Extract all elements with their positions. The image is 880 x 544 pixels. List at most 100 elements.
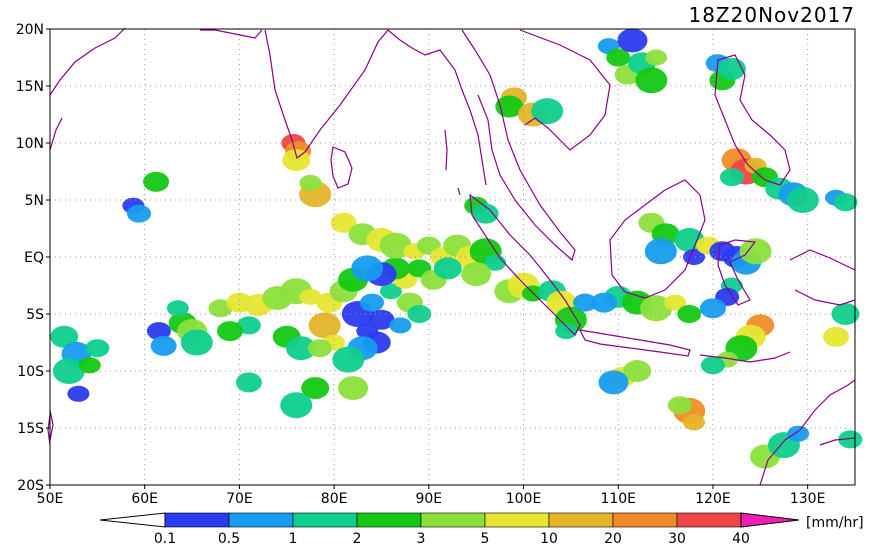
rain-cell [282,149,311,172]
rain-cell [786,187,819,213]
rain-cell [146,322,171,341]
lon-label: 130E [790,491,826,507]
rain-cell [739,238,772,265]
lat-label: 15N [16,79,44,95]
myanmar-coast [387,29,487,186]
legend-swatch [676,512,742,528]
lon-label: 60E [131,491,158,507]
rain-cell [308,312,341,339]
rain-cell [338,376,369,401]
rain-cell [280,392,313,419]
australia-coast [759,379,856,486]
malay-peninsula [461,29,576,262]
rain-cell [299,288,322,305]
rain-cell [85,339,110,358]
rain-cell [683,414,705,431]
new-guinea-coast [789,249,856,306]
rain-cell [606,48,631,67]
legend-swatch [420,512,486,528]
india-coast [49,27,389,160]
rain-cell [67,385,90,402]
indochina-coast [519,29,611,151]
rain-cell [216,321,243,342]
legend-swatch [548,512,614,528]
legend-threshold-label: 3 [417,531,426,544]
legend-threshold-label: 20 [604,531,622,544]
lat-label: 5S [26,307,44,323]
lat-label: EQ [24,250,44,266]
rain-cell [664,294,687,311]
rain-cell [330,212,357,233]
rain-cell [127,204,152,223]
lat-label: 20S [17,478,44,494]
sumatra-coast [469,193,581,337]
rain-cell [472,203,499,224]
legend-units: [mm/hr] [806,515,864,531]
legend-swatch [356,512,422,528]
rain-cell [166,300,189,317]
legend-swatch [292,512,358,528]
rain-cell [699,298,726,319]
rain-cell [150,335,177,356]
rain-cell [332,346,365,373]
lat-label: 20N [16,22,44,38]
madagascar-fragment [47,414,51,446]
legend-under-triangle [99,512,166,528]
rain-cell [617,28,648,53]
rain-cell [368,309,395,330]
rain-cell [823,326,850,347]
rain-cell [236,316,261,335]
java-coast [578,329,691,357]
rain-cell [838,430,863,449]
lon-label: 70E [226,491,253,507]
rain-cell [143,171,170,192]
borneo-coast [609,179,706,299]
rain-cell [495,95,524,118]
legend-threshold-label: 2 [353,531,362,544]
legend-threshold-label: 10 [540,531,558,544]
rain-cell [833,193,858,212]
rain-cell [307,339,332,358]
rain-cell [299,174,322,191]
rain-cell [208,299,233,318]
lon-label: 80E [321,491,348,507]
legend-threshold-label: 30 [668,531,686,544]
rain-cell [235,372,262,393]
rain-cell [700,356,725,375]
rain-cell [301,377,330,400]
legend-threshold-label: 40 [732,531,750,544]
rain-cell [555,323,578,340]
lat-label: 10N [16,136,44,152]
grid-lines [50,29,855,485]
legend-swatch [228,512,294,528]
lesser-sunda-coast [699,351,791,363]
map-title: 18Z20Nov2017 [688,3,855,27]
sulawesi-coast [717,239,757,306]
legend-threshold-label: 0.1 [154,531,176,544]
latitude-labels: 20N 15N 10N 5N EQ 5S 10S 15S 20S [16,22,50,494]
rain-cell [623,360,652,382]
legend-swatch [612,512,678,528]
rain-cell [644,238,677,265]
rain-cell [50,325,79,348]
coastlines [47,27,856,486]
rain-cell [667,396,692,415]
rain-cell [591,292,618,313]
rain-cell [389,317,412,334]
rain-cell [379,283,402,300]
rain-cell [180,329,213,356]
legend-threshold-label: 1 [289,531,298,544]
rain-cell [433,257,462,280]
sri-lanka-coast [330,146,353,189]
rain-cell [598,370,629,395]
lon-label: 50E [37,491,64,507]
color-legend: 0.1 0.5 1 2 3 5 10 20 30 40 [99,512,800,544]
rain-cell [52,358,85,384]
rain-layer [50,28,863,469]
longitude-labels: 50E 60E 70E 80E 90E 100E 110E 120E 130E [37,485,826,507]
andaman-islands [444,129,461,196]
lat-label: 5N [25,193,44,209]
rain-cell [285,336,316,361]
legend-swatch [164,512,230,528]
